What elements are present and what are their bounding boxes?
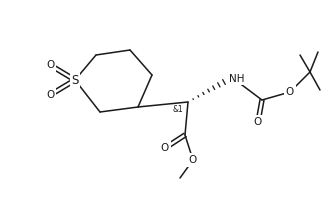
Text: O: O [161,143,169,153]
Text: &1: &1 [173,105,183,114]
Text: O: O [46,90,54,100]
Text: NH: NH [229,74,244,84]
Text: O: O [46,60,54,70]
Text: O: O [189,155,197,165]
Text: S: S [71,74,79,87]
Text: O: O [254,117,262,127]
Text: O: O [286,87,294,97]
